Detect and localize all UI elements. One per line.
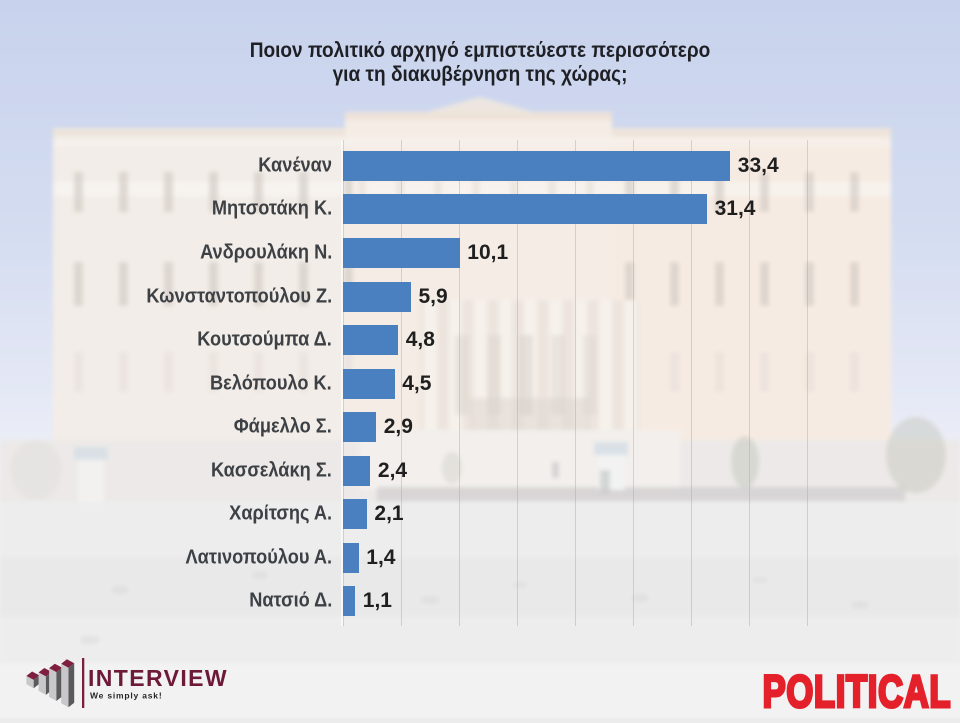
svg-text:INTERVIEW: INTERVIEW — [88, 665, 228, 691]
svg-text:We simply ask!: We simply ask! — [90, 691, 162, 701]
